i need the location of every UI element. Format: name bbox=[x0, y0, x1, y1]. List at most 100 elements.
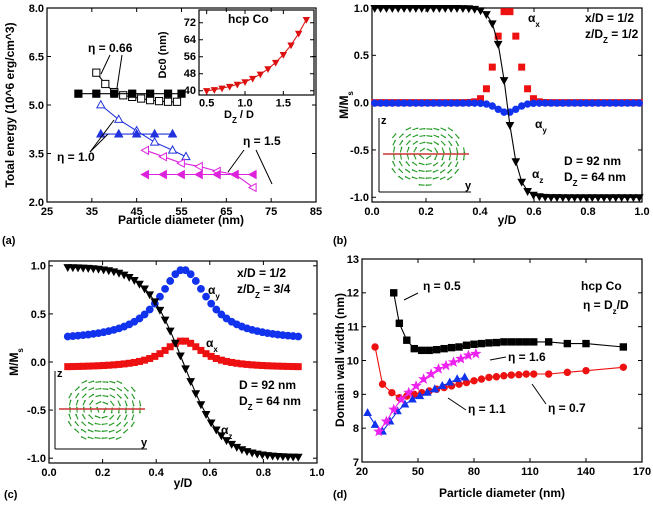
moment-arrow bbox=[398, 133, 404, 139]
arrow-head bbox=[409, 127, 412, 129]
series-cy-point bbox=[181, 266, 190, 275]
moment-arrow bbox=[109, 422, 115, 426]
series-d-3-point bbox=[410, 380, 422, 391]
moment-arrow bbox=[391, 133, 397, 139]
moment-arrow bbox=[448, 161, 452, 167]
series-d-0-point bbox=[522, 338, 530, 346]
series-cz-point bbox=[186, 378, 196, 387]
series-cy-point bbox=[207, 299, 216, 308]
moment-arrow bbox=[454, 133, 460, 139]
series-d-0-point bbox=[485, 339, 493, 347]
series-cz-point bbox=[170, 339, 180, 348]
arrow-head bbox=[69, 406, 71, 409]
y-tick-label: 12 bbox=[347, 288, 359, 300]
arrow-head bbox=[411, 176, 414, 179]
moment-arrow bbox=[123, 421, 129, 427]
series-cz-point bbox=[140, 285, 149, 294]
inset-series-point bbox=[218, 85, 226, 93]
x-tick-label: 0.0 bbox=[364, 206, 379, 218]
series-d-0-point bbox=[455, 343, 463, 351]
series-a-2-point bbox=[149, 136, 160, 146]
series-a-5-point bbox=[194, 169, 203, 180]
arrow-head bbox=[80, 428, 83, 431]
arrow-head bbox=[434, 158, 436, 161]
series-d-2-point bbox=[430, 384, 440, 393]
series-a-4-point bbox=[140, 145, 150, 156]
arrow-head bbox=[124, 418, 126, 421]
arrow-head bbox=[87, 421, 90, 424]
series-az-point bbox=[617, 194, 627, 203]
arrow-head bbox=[101, 430, 104, 433]
arrow-head bbox=[106, 381, 109, 384]
moment-arrow bbox=[454, 168, 460, 174]
moment-arrow bbox=[95, 381, 101, 383]
arrow-head bbox=[400, 146, 403, 149]
moment-arrow bbox=[117, 400, 121, 406]
moment-arrow bbox=[75, 414, 79, 420]
series-d-3-point bbox=[455, 352, 467, 364]
text-diameter: D = 92 nm bbox=[564, 154, 621, 168]
moment-arrow bbox=[95, 422, 101, 426]
moment-arrow bbox=[419, 128, 425, 130]
inset-series-point bbox=[279, 52, 288, 59]
series-cx-point bbox=[161, 346, 169, 354]
series-cy-point bbox=[166, 277, 175, 285]
series-a-3-point bbox=[131, 128, 142, 138]
moment-arrow bbox=[75, 400, 79, 406]
arrow-head bbox=[133, 397, 136, 400]
arrow-head bbox=[132, 411, 134, 414]
arrow-head bbox=[87, 436, 90, 439]
y-tick-label: -0.5 bbox=[27, 405, 46, 417]
series-a-0-point bbox=[172, 97, 182, 106]
label-alpha-x: αx bbox=[206, 336, 218, 354]
arrow-head bbox=[416, 127, 419, 130]
moment-arrow bbox=[109, 387, 115, 391]
moment-arrow bbox=[74, 386, 80, 392]
series-d-0-point bbox=[563, 339, 572, 348]
moment-arrow bbox=[455, 140, 459, 146]
moment-arrow bbox=[102, 395, 108, 397]
y-tick-label: 2.0 bbox=[29, 197, 44, 209]
arrow-head bbox=[443, 151, 445, 154]
arrow-head bbox=[125, 411, 127, 414]
series-cz-point bbox=[68, 264, 78, 273]
arrow-head bbox=[405, 161, 408, 163]
moment-arrow bbox=[88, 380, 94, 384]
eta-label: η = 0.66 bbox=[88, 41, 133, 55]
arrow-head bbox=[119, 404, 121, 407]
arrow-head bbox=[103, 411, 105, 414]
x-tick-label: 20 bbox=[356, 466, 368, 478]
arrow-head bbox=[405, 168, 407, 171]
arrow-head bbox=[425, 184, 428, 186]
series-ax-point bbox=[524, 85, 532, 93]
moment-arrow bbox=[405, 134, 411, 138]
arrow-head bbox=[416, 134, 419, 136]
z-axis-label: z bbox=[57, 368, 63, 380]
series-az-point bbox=[605, 194, 615, 203]
moment-arrow bbox=[131, 414, 135, 420]
moment-arrow bbox=[95, 401, 101, 405]
eta-label: η = 1.5 bbox=[243, 134, 281, 148]
series-a-0-point bbox=[154, 97, 164, 106]
arrow-head bbox=[437, 136, 440, 138]
arrow-head bbox=[131, 418, 133, 421]
arrow-head bbox=[437, 143, 440, 146]
arrow-head bbox=[444, 144, 446, 146]
series-az-point bbox=[405, 4, 415, 13]
moment-arrow bbox=[68, 393, 72, 399]
series-cz-point bbox=[283, 453, 293, 462]
arrow-head bbox=[112, 404, 115, 406]
series-az-point bbox=[505, 122, 515, 130]
arrow-head bbox=[423, 141, 426, 144]
moment-arrow bbox=[116, 436, 122, 440]
series-az-point bbox=[576, 194, 585, 203]
series-az-point bbox=[552, 194, 562, 203]
series-a-5-point bbox=[229, 169, 239, 180]
text-diameter: D = 92 nm bbox=[239, 378, 296, 392]
series-a-3-point bbox=[167, 128, 178, 138]
arrow-head bbox=[391, 168, 394, 170]
arrow-head bbox=[455, 158, 458, 161]
arrow-head bbox=[439, 178, 442, 180]
inset-series-point bbox=[271, 59, 280, 67]
moment-arrow bbox=[392, 147, 396, 153]
